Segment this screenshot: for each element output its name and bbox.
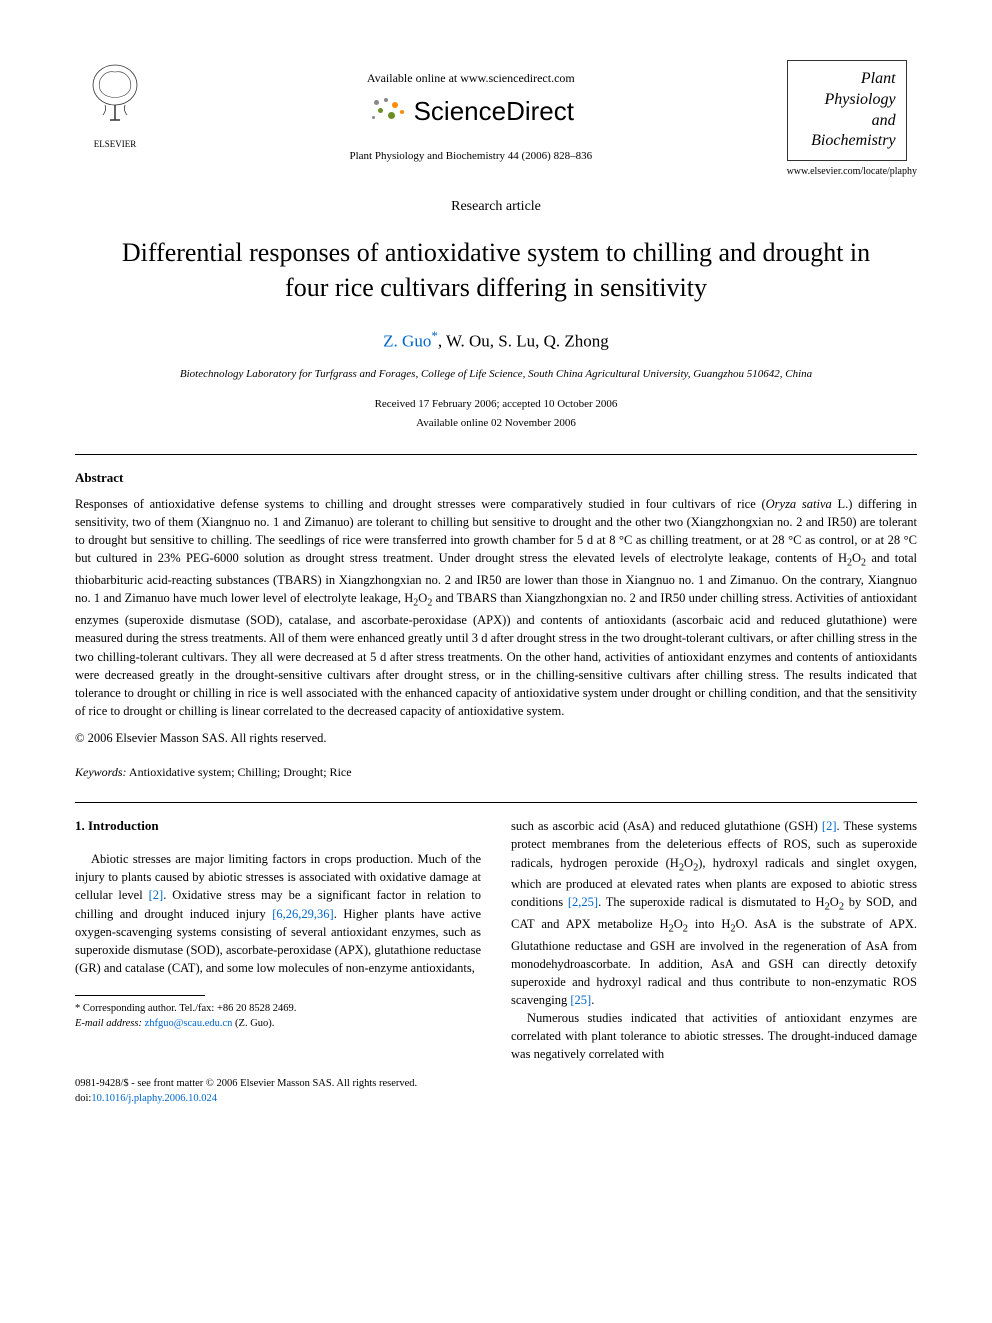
corresponding-author[interactable]: Z. Guo: [383, 332, 431, 351]
email-link[interactable]: zhfguo@scau.edu.cn: [145, 1018, 233, 1029]
left-column: 1. Introduction Abiotic stresses are maj…: [75, 817, 481, 1063]
right-column: such as ascorbic acid (AsA) and reduced …: [511, 817, 917, 1063]
intro-para-left: Abiotic stresses are major limiting fact…: [75, 850, 481, 977]
journal-name-line: Plant: [798, 69, 896, 90]
divider-top: [75, 454, 917, 455]
center-header: Available online at www.sciencedirect.co…: [155, 60, 787, 165]
keywords-label: Keywords:: [75, 765, 127, 779]
doi-label: doi:: [75, 1093, 91, 1104]
keywords-text: Antioxidative system; Chilling; Drought;…: [127, 765, 352, 779]
affiliation: Biotechnology Laboratory for Turfgrass a…: [75, 367, 917, 382]
article-type: Research article: [75, 197, 917, 217]
footnote-divider: [75, 995, 205, 996]
email-label: E-mail address:: [75, 1018, 142, 1029]
available-online-date: Available online 02 November 2006: [75, 416, 917, 431]
journal-name-line: Physiology: [798, 90, 896, 111]
available-online-text: Available online at www.sciencedirect.co…: [155, 70, 787, 87]
journal-box-wrapper: Plant Physiology and Biochemistry www.el…: [787, 60, 917, 179]
bottom-publication-info: 0981-9428/$ - see front matter © 2006 El…: [75, 1077, 917, 1106]
sciencedirect-dots-icon: [368, 96, 408, 126]
journal-name-line: Biochemistry: [798, 131, 896, 152]
email-footnote: E-mail address: zhfguo@scau.edu.cn (Z. G…: [75, 1017, 481, 1032]
issn-line: 0981-9428/$ - see front matter © 2006 El…: [75, 1077, 917, 1092]
corresponding-footnote: * Corresponding author. Tel./fax: +86 20…: [75, 1002, 481, 1017]
author-list: Z. Guo*, W. Ou, S. Lu, Q. Zhong: [75, 327, 917, 353]
page-header: ELSEVIER Available online at www.science…: [75, 60, 917, 179]
received-accepted-dates: Received 17 February 2006; accepted 10 O…: [75, 397, 917, 412]
elsevier-tree-icon: [85, 60, 145, 130]
doi-link[interactable]: 10.1016/j.plaphy.2006.10.024: [91, 1093, 217, 1104]
article-title: Differential responses of antioxidative …: [75, 235, 917, 305]
abstract-body: Responses of antioxidative defense syste…: [75, 495, 917, 720]
journal-url: www.elsevier.com/locate/plaphy: [787, 165, 917, 179]
other-authors: , W. Ou, S. Lu, Q. Zhong: [438, 332, 609, 351]
abstract-copyright: © 2006 Elsevier Masson SAS. All rights r…: [75, 730, 917, 748]
keywords-line: Keywords: Antioxidative system; Chilling…: [75, 764, 917, 781]
elsevier-logo: ELSEVIER: [75, 60, 155, 150]
intro-para-right-2: Numerous studies indicated that activiti…: [511, 1009, 917, 1063]
journal-name-box: Plant Physiology and Biochemistry: [787, 60, 907, 161]
abstract-heading: Abstract: [75, 469, 917, 487]
sciencedirect-logo: ScienceDirect: [368, 93, 574, 129]
email-suffix: (Z. Guo).: [232, 1018, 274, 1029]
journal-reference: Plant Physiology and Biochemistry 44 (20…: [155, 149, 787, 164]
divider-bottom: [75, 802, 917, 803]
doi-line: doi:10.1016/j.plaphy.2006.10.024: [75, 1092, 917, 1107]
intro-para-right-1: such as ascorbic acid (AsA) and reduced …: [511, 817, 917, 1009]
intro-heading: 1. Introduction: [75, 817, 481, 836]
journal-name-line: and: [798, 111, 896, 132]
elsevier-label: ELSEVIER: [75, 138, 155, 151]
sciencedirect-text: ScienceDirect: [414, 93, 574, 129]
two-column-body: 1. Introduction Abiotic stresses are maj…: [75, 817, 917, 1063]
